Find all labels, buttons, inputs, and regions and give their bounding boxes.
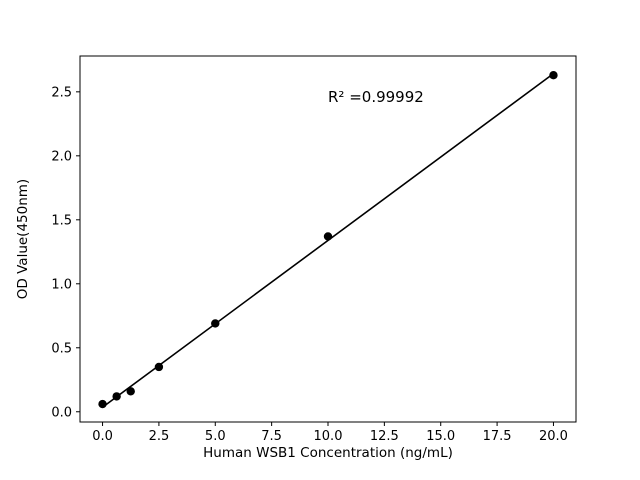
- x-tick-label: 10.0: [314, 429, 343, 444]
- y-tick-label: 1.5: [51, 213, 72, 228]
- r-squared-annotation: R² =0.99992: [328, 88, 424, 106]
- data-point-marker: [112, 392, 121, 401]
- data-point-marker: [211, 319, 220, 328]
- data-point-marker: [126, 387, 135, 396]
- y-tick-label: 1.0: [51, 277, 72, 292]
- x-tick-label: 7.5: [261, 429, 282, 444]
- x-tick-label: 17.5: [483, 429, 512, 444]
- x-tick-label: 20.0: [539, 429, 568, 444]
- x-tick-label: 12.5: [370, 429, 399, 444]
- x-tick-label: 15.0: [426, 429, 455, 444]
- data-point-marker: [323, 232, 333, 241]
- y-tick-label: 2.5: [51, 85, 72, 100]
- y-tick-label: 0.5: [51, 341, 72, 356]
- data-point-marker: [98, 399, 107, 409]
- data-point-marker: [154, 362, 164, 372]
- y-tick-label: 2.0: [51, 149, 72, 164]
- y-axis-label: OD Value(450nm): [15, 179, 31, 299]
- chart-plot-area: 0.0 2.5 5.0 7.5 10.0 12.5 15.0 17.5 20.0 0.0 0.5 1.…: [51, 55, 577, 444]
- x-tick-label: 2.5: [149, 429, 170, 444]
- y-tick-label: 0.0: [51, 405, 72, 420]
- x-tick-label: 5.0: [205, 429, 226, 444]
- x-tick-label: 0.0: [92, 429, 113, 444]
- data-point-marker: [549, 70, 558, 80]
- x-axis-label: Human WSB1 Concentration (ng/mL): [203, 445, 453, 461]
